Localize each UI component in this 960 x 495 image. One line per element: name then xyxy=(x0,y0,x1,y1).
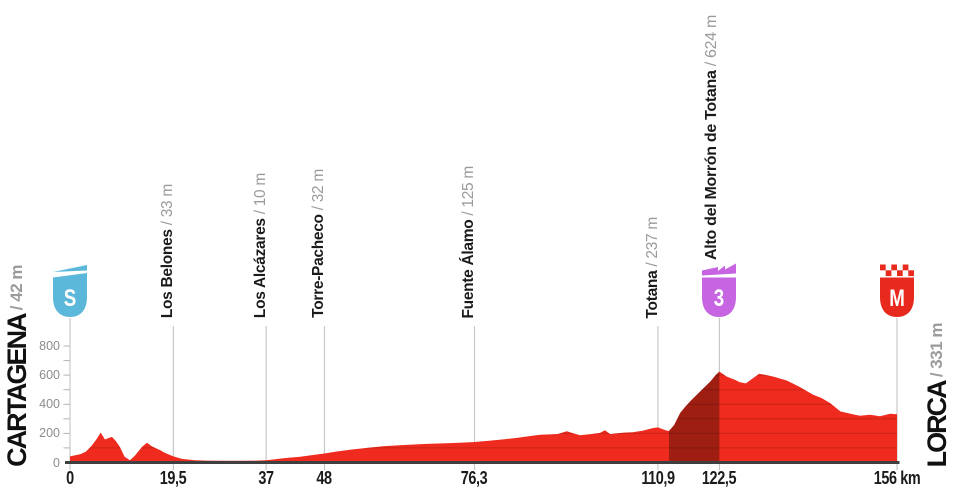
waypoint-elevation: / 33 m xyxy=(159,183,177,230)
waypoint-label: Los Belones / 33 m xyxy=(159,183,177,318)
waypoint-label: Los Alcázares / 10 m xyxy=(252,172,270,318)
checkered-flag-pattern xyxy=(880,264,914,277)
climb-badge-category: 3 xyxy=(714,285,724,312)
finish-city-name: LORCA xyxy=(922,381,952,467)
x-axis-ticks xyxy=(69,464,898,470)
x-tick-label: 122,5 xyxy=(702,467,737,488)
x-tick-label: 156 km xyxy=(873,467,921,488)
waypoint-elevation: / 10 m xyxy=(252,172,270,219)
finish-badge-letter: M xyxy=(889,285,905,312)
x-tick-label: 0 xyxy=(66,467,74,488)
waypoint-name: Fuente Álamo xyxy=(460,219,478,318)
start-flag-badge-icon: S xyxy=(53,265,87,317)
y-tick-label: 600 xyxy=(39,368,60,383)
category-3-climb-badge-icon: 3 xyxy=(702,263,737,317)
y-axis-ticks xyxy=(63,345,70,449)
waypoint-name: Torre-Pacheco xyxy=(310,214,328,319)
x-tick-label: 48 xyxy=(316,467,333,488)
start-city-elevation: / 42 m xyxy=(7,265,26,315)
start-badge-letter: S xyxy=(64,285,76,312)
waypoint-gridlines xyxy=(69,318,898,462)
start-city-label: CARTAGENA / 42 m xyxy=(2,265,32,468)
waypoint-name: Los Belones xyxy=(159,229,177,318)
waypoint-label: Totana / 237 m xyxy=(643,216,661,318)
waypoint-label: Alto del Morrón de Totana / 624 m xyxy=(703,15,721,260)
elevation-area xyxy=(70,371,897,464)
y-tick-label: 800 xyxy=(39,339,60,353)
y-tick-label: 200 xyxy=(39,426,60,441)
x-tick-label: 110,9 xyxy=(641,467,675,488)
waypoint-name: Los Alcázares xyxy=(252,218,270,318)
waypoint-elevation: / 237 m xyxy=(643,216,661,271)
waypoint-label: Torre-Pacheco / 32 m xyxy=(310,169,328,319)
waypoint-name: Totana xyxy=(643,270,661,318)
finish-checkered-badge-icon: M xyxy=(880,264,914,317)
waypoint-elevation: / 624 m xyxy=(703,15,721,71)
waypoint-label: Fuente Álamo / 125 m xyxy=(460,165,478,319)
y-tick-label: 0 xyxy=(53,455,60,470)
start-city-name: CARTAGENA xyxy=(2,314,32,468)
finish-city-label: LORCA / 331 m xyxy=(922,322,952,467)
finish-city-elevation: / 331 m xyxy=(927,322,946,381)
y-tick-label: 400 xyxy=(39,397,60,412)
waypoint-name: Alto del Morrón de Totana xyxy=(703,70,721,260)
waypoint-elevation: / 32 m xyxy=(310,169,328,215)
x-tick-label: 37 xyxy=(258,467,275,488)
climb-section-area xyxy=(669,371,720,464)
waypoint-elevation: / 125 m xyxy=(460,165,478,220)
x-tick-label: 76,3 xyxy=(461,467,488,488)
x-tick-label: 19,5 xyxy=(160,467,187,488)
